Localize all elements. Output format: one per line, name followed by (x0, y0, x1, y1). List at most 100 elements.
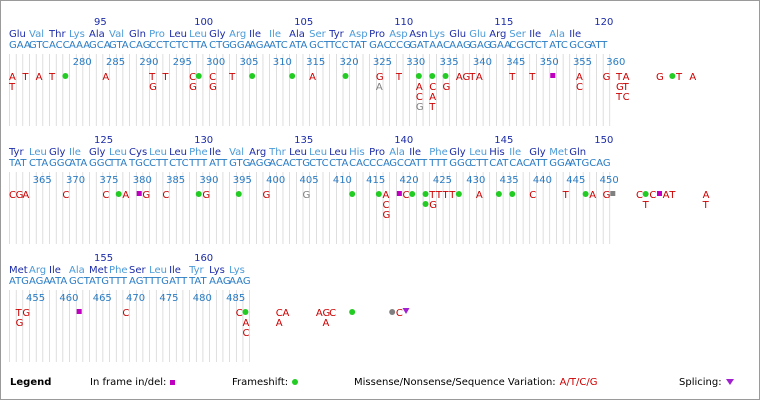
amino-acid-label: Ala (289, 29, 305, 40)
codon-nucleotides: GTG (229, 158, 250, 169)
aa-number-label: 160 (194, 253, 213, 264)
frameshift-dot-icon (422, 201, 429, 207)
amino-acid-label: Leu (169, 29, 187, 40)
legend-missense-codes: A/T/C/G (559, 377, 598, 388)
codon-nucleotides: GAA (489, 40, 511, 51)
nucleotide-number-label: 435 (500, 175, 519, 186)
legend-frameshift-label: Frameshift: (232, 377, 289, 388)
nucleotide-number-label: 415 (366, 175, 385, 186)
amino-acid-label: Leu (189, 29, 207, 40)
codon-nucleotides: GAA (9, 40, 31, 51)
nucleotide-number-label: 295 (173, 57, 192, 68)
sequence-variant-label: T (508, 72, 516, 83)
sequence-variant-label: G (22, 308, 30, 319)
sequence-variant-label: T (675, 72, 683, 83)
aa-number-label: 95 (94, 17, 107, 28)
amino-acid-label: Asp (349, 29, 367, 40)
sequence-variant-label: T (148, 72, 156, 83)
sequence-variant-label: C (403, 190, 410, 201)
sequence-variant-label: T (15, 308, 23, 319)
amino-acid-label: Ile (529, 29, 541, 40)
sequence-variant-label: C (276, 308, 283, 319)
frameshift-dot-icon (429, 73, 436, 79)
sequence-variant-label: G (603, 72, 611, 83)
sequence-variant-label: A (316, 308, 323, 319)
frameshift-dot-icon (669, 73, 676, 79)
nucleotide-number-label: 420 (400, 175, 419, 186)
legend-splicing: Splicing: (679, 377, 734, 388)
nucleotide-number-label: 380 (133, 175, 152, 186)
amino-acid-label: Ile (269, 29, 281, 40)
sequence-variant-label: A (276, 318, 283, 329)
amino-acid-label: Ala (69, 265, 85, 276)
amino-acid-label: Tyr (188, 265, 204, 276)
sequence-variant-label: A (689, 72, 696, 83)
sequence-variant-label: T (428, 190, 436, 201)
amino-acid-label: Met (9, 265, 28, 276)
amino-acid-label: Phe (109, 265, 128, 276)
nucleotide-number-label: 320 (340, 57, 359, 68)
codon-nucleotides: TCT (528, 40, 549, 51)
nucleotide-number-label: 350 (540, 57, 559, 68)
codon-nucleotides: ATT (409, 158, 428, 169)
sequence-variant-label: C (236, 308, 243, 319)
aa-number-label: 120 (594, 17, 613, 28)
sequence-variant-label: A (623, 72, 630, 83)
codon-nucleotides: TTT (428, 158, 448, 169)
amino-acid-label: Ile (69, 147, 81, 158)
sequence-variant-label: T (615, 72, 623, 83)
codon-nucleotides: GCG (569, 40, 591, 51)
codon-nucleotides: CAC (349, 158, 370, 169)
nucleotide-number-label: 440 (533, 175, 552, 186)
sequence-variant-label: C (189, 72, 196, 83)
sequence-variant-label: G (322, 308, 330, 319)
amino-acid-label: Arg (249, 147, 266, 158)
nucleotide-number-label: 310 (273, 57, 292, 68)
frameshift-dot-icon (292, 379, 299, 385)
sequence-variant-label: C (576, 82, 583, 93)
sequence-variant-label: G (16, 190, 24, 201)
amino-acid-label: Thr (268, 147, 286, 158)
sequence-variant-label: G (616, 82, 624, 93)
nucleotide-number-label: 410 (333, 175, 352, 186)
frameshift-dot-icon (195, 191, 202, 197)
amino-acid-label: Ile (509, 147, 521, 158)
sequence-variant-label: G (656, 72, 664, 83)
sequence-variant-label: G (202, 190, 210, 201)
sequence-variant-label: C (329, 308, 336, 319)
codon-nucleotides: CGC (509, 40, 531, 51)
codon-nucleotides: CTC (309, 158, 329, 169)
sequence-variant-label: T (668, 190, 676, 201)
codon-nucleotides: AAG (229, 276, 251, 287)
frameshift-dot-icon (195, 73, 202, 79)
frameshift-dot-icon (289, 73, 296, 79)
frameshift-dot-icon (242, 309, 249, 315)
nucleotide-number-label: 390 (199, 175, 218, 186)
sequence-variant-label: G (376, 72, 384, 83)
amino-acid-label: Lys (229, 265, 245, 276)
sequence-variant-label: G (142, 190, 150, 201)
codon-nucleotides: AGA (249, 40, 270, 51)
sequence-variant-label: G (149, 82, 157, 93)
codon-nucleotides: ACC (49, 40, 70, 51)
sequence-variant-label: G (383, 210, 391, 221)
aa-number-label: 100 (194, 17, 213, 28)
nucleotide-number-label: 405 (299, 175, 318, 186)
codon-nucleotides: ATA (289, 40, 307, 51)
sequence-variant-label: A (576, 72, 583, 83)
nucleotide-number-label: 480 (193, 293, 212, 304)
codon-nucleotides: CTG (289, 158, 310, 169)
codon-nucleotides: GAT (409, 40, 430, 51)
codon-nucleotides: AAC (429, 40, 450, 51)
nucleotide-number-label: 395 (233, 175, 252, 186)
sequence-variant-label: C (529, 190, 536, 201)
sequence-variant-label: T (228, 72, 236, 83)
amino-acid-label: Leu (469, 147, 487, 158)
codon-nucleotides: ATT (589, 40, 608, 51)
codon-nucleotides: ATC (269, 40, 288, 51)
nucleotide-number-label: 450 (600, 175, 619, 186)
codon-nucleotides: CCG (389, 40, 411, 51)
codon-nucleotides: ATA (69, 158, 87, 169)
sequence-variant-label: T (395, 72, 403, 83)
nucleotide-number-label: 400 (266, 175, 285, 186)
